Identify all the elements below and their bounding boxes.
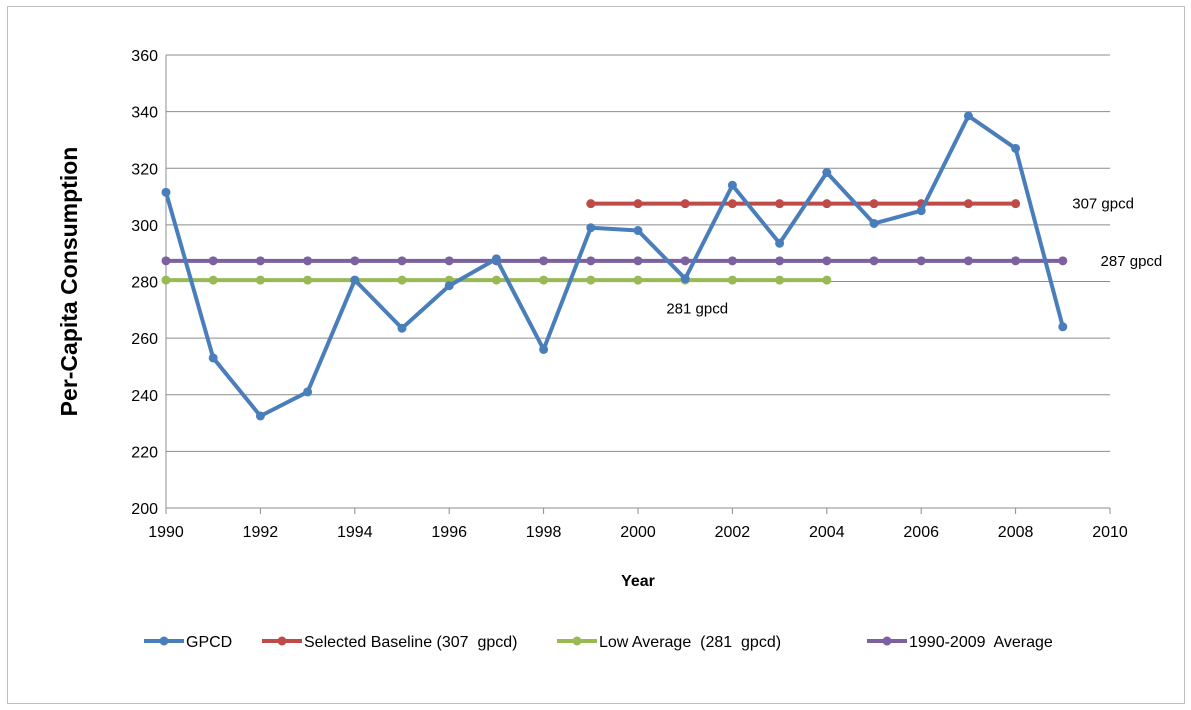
x-tick-label-2004: 2004 [809, 524, 845, 541]
series-1-point-2005 [869, 199, 879, 209]
series-2-point-2000 [633, 275, 643, 285]
legend-swatch-marker-1 [277, 636, 287, 646]
y-tick-label-200: 200 [131, 501, 158, 518]
series-0-point-1991 [208, 353, 218, 363]
series-1-point-2008 [1011, 199, 1021, 209]
y-tick-label-320: 320 [131, 161, 158, 178]
series-3-point-1991 [208, 256, 218, 266]
series-3-point-1995 [397, 256, 407, 266]
series-3-point-2002 [727, 256, 737, 266]
legend-swatch-marker-3 [882, 636, 892, 646]
x-tick-label-2010: 2010 [1092, 524, 1128, 541]
series-2-point-2004 [822, 275, 832, 285]
series-0-point-1995 [397, 323, 407, 333]
series-2-point-2003 [775, 275, 785, 285]
series-3-point-2001 [680, 256, 690, 266]
x-tick-label-2000: 2000 [620, 524, 656, 541]
series-0-line [164, 113, 1065, 418]
legend-label-0: GPCD [186, 634, 232, 651]
series-3-point-2005 [869, 256, 879, 266]
annotation-1: 287 gpcd [1101, 253, 1163, 270]
series-0-point-2003 [775, 238, 785, 248]
x-tick-label-1996: 1996 [431, 524, 467, 541]
legend-swatch-marker-2 [572, 636, 582, 646]
series-1-point-2002 [727, 199, 737, 209]
y-tick-label-280: 280 [131, 275, 158, 292]
series-3-point-2009 [1058, 256, 1068, 266]
series-0-point-1990 [161, 187, 171, 197]
series-3-point-1993 [303, 256, 313, 266]
series-0-point-2006 [916, 206, 926, 216]
y-tick-label-300: 300 [131, 218, 158, 235]
x-tick-label-2002: 2002 [715, 524, 751, 541]
series-3-point-2007 [963, 256, 973, 266]
y-tick-label-240: 240 [131, 388, 158, 405]
series-0-point-1998 [539, 344, 549, 354]
series-2-point-1991 [208, 275, 218, 285]
series-0-point-2009 [1058, 322, 1068, 332]
series-3-point-1990 [161, 256, 171, 266]
series-2-point-1993 [303, 275, 313, 285]
series-0-point-2007 [963, 111, 973, 121]
series-3-point-2003 [775, 256, 785, 266]
y-axis-title: Per-Capita Consumption [56, 147, 82, 417]
y-tick-label-340: 340 [131, 105, 158, 122]
x-axis-title: Year [621, 573, 655, 590]
x-tick-label-1998: 1998 [526, 524, 562, 541]
series-3-point-1994 [350, 256, 360, 266]
series-2-point-1997 [491, 275, 501, 285]
series-0-point-1993 [303, 387, 313, 397]
series-3-point-2000 [633, 256, 643, 266]
series-0-point-2005 [869, 218, 879, 228]
series-0-point-2001 [680, 274, 690, 284]
series-0-point-2000 [633, 226, 643, 236]
x-tick-label-1994: 1994 [337, 524, 373, 541]
legend-label-1: Selected Baseline (307 gpcd) [304, 634, 517, 651]
x-tick-label-2008: 2008 [998, 524, 1034, 541]
annotation-2: 281 gpcd [666, 300, 728, 317]
series-2-point-1990 [161, 275, 171, 285]
series-0-point-1994 [350, 275, 360, 285]
series-0-point-2002 [727, 180, 737, 190]
series-0-point-1992 [255, 411, 265, 421]
y-tick-label-260: 260 [131, 331, 158, 348]
series-1-point-1999 [586, 199, 596, 209]
legend-swatch-marker-0 [159, 636, 169, 646]
series-3-point-1996 [444, 256, 454, 266]
series-1-point-2001 [680, 199, 690, 209]
series-2-point-2002 [727, 275, 737, 285]
series-2-point-1999 [586, 275, 596, 285]
series-0-point-2004 [822, 167, 832, 177]
series-3-point-1999 [586, 256, 596, 266]
x-tick-label-1992: 1992 [243, 524, 279, 541]
y-tick-label-220: 220 [131, 444, 158, 461]
series-3-point-1998 [539, 256, 549, 266]
x-tick-label-2006: 2006 [903, 524, 939, 541]
y-tick-label-360: 360 [131, 48, 158, 65]
chart-frame [7, 6, 1185, 704]
series-1-point-2003 [775, 199, 785, 209]
series-1-point-2007 [963, 199, 973, 209]
series-0-point-2008 [1011, 143, 1021, 153]
annotation-0: 307 gpcd [1072, 196, 1134, 213]
series-1-point-2000 [633, 199, 643, 209]
legend-label-3: 1990-2009 Average [909, 634, 1053, 651]
legend-label-2: Low Average (281 gpcd) [599, 634, 781, 651]
series-0-point-1997 [491, 254, 501, 264]
x-tick-label-1990: 1990 [148, 524, 184, 541]
series-2-point-1992 [255, 275, 265, 285]
series-0-point-1996 [444, 281, 454, 291]
series-1-point-2004 [822, 199, 832, 209]
series-3-point-2008 [1011, 256, 1021, 266]
series-2-point-1998 [539, 275, 549, 285]
series-0-point-1999 [586, 223, 596, 233]
series-3-point-2006 [916, 256, 926, 266]
series-2-point-1995 [397, 275, 407, 285]
series-3-point-2004 [822, 256, 832, 266]
series-3-point-1992 [255, 256, 265, 266]
